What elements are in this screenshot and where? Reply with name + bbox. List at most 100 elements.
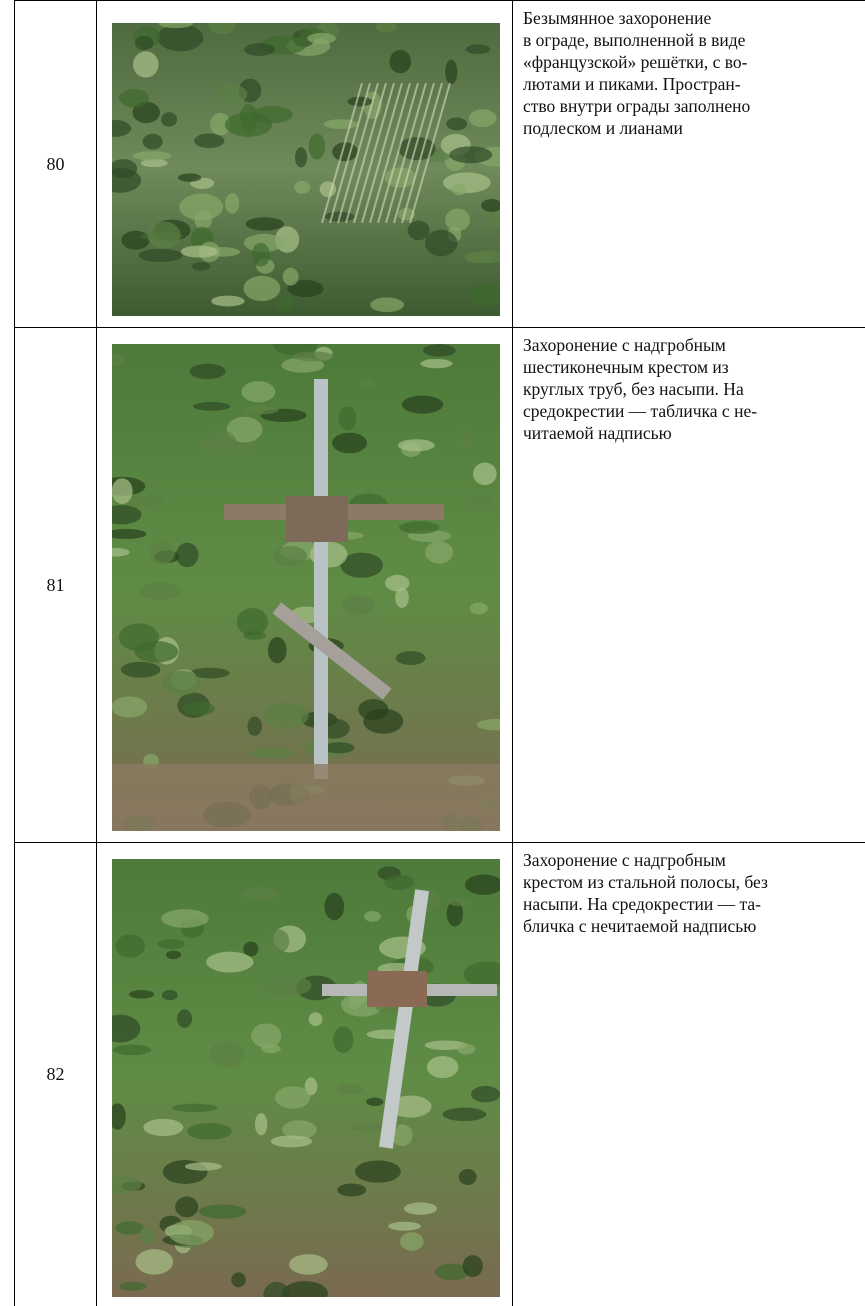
foliage [112, 353, 125, 366]
description: Захоронение с надгробным шестиконечным кр… [513, 328, 865, 842]
foliage [442, 1107, 487, 1122]
foliage [449, 146, 493, 164]
description-line: лютами и пиками. Простран- [523, 74, 741, 94]
foliage [206, 951, 254, 973]
foliage [247, 716, 262, 736]
row-number: 80 [14, 1, 97, 327]
foliage [340, 552, 384, 578]
foliage [236, 608, 269, 636]
foliage [476, 718, 500, 731]
foliage [161, 909, 209, 928]
description-line: Захоронение с надгробным [523, 850, 726, 870]
photo [112, 859, 500, 1297]
foliage [443, 172, 491, 194]
description-line: бличка с нечитаемой надписью [523, 916, 757, 936]
lattice [369, 82, 411, 224]
foliage [364, 911, 381, 922]
foliage [192, 261, 211, 271]
foliage [190, 667, 230, 679]
image-cell [97, 1, 513, 327]
foliage [263, 1281, 290, 1297]
foliage [473, 462, 497, 486]
foliage [470, 1085, 500, 1103]
foliage [194, 133, 225, 149]
foliage [175, 1196, 199, 1218]
foliage [134, 641, 179, 663]
foliage [446, 900, 464, 927]
foliage [446, 117, 468, 131]
foliage [354, 1160, 401, 1183]
foliage [308, 1012, 323, 1027]
foliage [366, 1097, 384, 1107]
foliage [273, 545, 307, 567]
foliage [397, 439, 435, 452]
foliage [388, 1221, 421, 1231]
description-line: насыпи. На средокрестии — та- [523, 894, 761, 914]
foliage [375, 23, 397, 33]
ground [112, 764, 500, 831]
table-row: 80 Безымянное захоронение в ограде, выполн… [14, 0, 865, 327]
table-row: 81 Захоронение с надгробным шестиконечным … [14, 327, 865, 842]
foliage [187, 1123, 232, 1140]
foliage [385, 574, 410, 592]
foliage [463, 961, 500, 988]
foliage [166, 950, 182, 960]
foliage [112, 696, 148, 718]
lattice [345, 82, 387, 224]
foliage [189, 363, 226, 380]
foliage [112, 528, 147, 540]
foliage [389, 49, 412, 74]
foliage [420, 358, 453, 369]
description-line: подлеском и лианами [523, 118, 683, 138]
photo [112, 23, 500, 316]
lattice [393, 82, 435, 224]
cross-post [378, 889, 430, 1149]
description-line: «французской» решётки, с во- [523, 52, 748, 72]
foliage [184, 1162, 222, 1171]
row-number: 82 [14, 843, 97, 1306]
foliage [251, 242, 270, 267]
foliage [142, 133, 163, 150]
foliage [304, 1077, 318, 1096]
foliage [119, 88, 149, 108]
foliage [469, 602, 488, 615]
foliage [451, 183, 467, 196]
foliage [176, 542, 199, 568]
foliage [112, 120, 132, 137]
foliage [289, 1254, 328, 1275]
foliage [265, 975, 312, 997]
photo [112, 344, 500, 831]
foliage [132, 101, 161, 124]
foliage [148, 541, 175, 566]
foliage [458, 429, 473, 450]
description-line: крестом из стальной полосы, без [523, 872, 768, 892]
foliage [161, 112, 178, 127]
foliage [115, 1221, 144, 1235]
description-line: ство внутри ограды заполнено [523, 96, 751, 116]
foliage [445, 59, 458, 85]
foliage [267, 637, 287, 664]
foliage [182, 701, 215, 716]
lattice [353, 82, 395, 224]
foliage [251, 1023, 282, 1049]
foliage [112, 159, 138, 179]
foliage [248, 747, 296, 759]
foliage [112, 1014, 141, 1043]
foliage [323, 119, 359, 130]
foliage [208, 23, 237, 35]
foliage [282, 1120, 317, 1140]
cross-slant [272, 602, 392, 700]
foliage [210, 112, 231, 136]
cross-plate [286, 496, 348, 542]
description-line: средокрестии — табличка с не- [523, 401, 758, 421]
description: Безымянное захоронение в ограде, выполнен… [513, 1, 865, 327]
foliage [338, 406, 357, 431]
foliage [177, 173, 202, 182]
foliage [179, 193, 224, 221]
foliage [457, 1043, 476, 1055]
description-line: круглых труб, без насыпи. На [523, 379, 744, 399]
foliage [281, 1281, 328, 1297]
foliage [399, 521, 440, 534]
foliage [384, 874, 414, 891]
foliage [445, 208, 471, 232]
